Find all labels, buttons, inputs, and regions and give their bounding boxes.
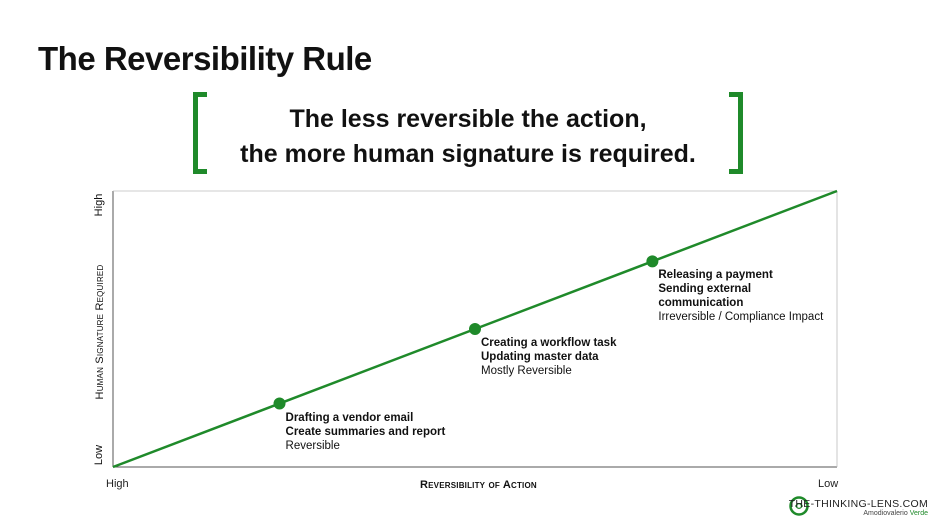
key-message: The less reversible the action, the more… <box>210 102 726 172</box>
point-action-label: Sending external <box>658 283 752 296</box>
point-action-label: communication <box>658 297 744 310</box>
brand-name: THE-THINKING-LENS.COM <box>788 498 928 510</box>
point-annotation-2: Creating a workflow task Updating master … <box>481 336 616 378</box>
point-annotation-3: Releasing a payment Sending external commu… <box>658 268 823 324</box>
brand-author: Amodiovalerio Verde <box>789 510 928 517</box>
y-axis-high-label: High <box>93 193 105 217</box>
point-action-label: Drafting a vendor email <box>285 411 414 424</box>
point-marker-2 <box>469 323 481 335</box>
brand-footer: THE-THINKING-LENS.COM Amodiovalerio Verd… <box>789 498 928 517</box>
point-action-label: Releasing a payment <box>658 269 773 282</box>
y-axis-title: Human Signature Required <box>94 264 106 400</box>
page-title: The Reversibility Rule <box>38 40 372 77</box>
point-annotation-1: Drafting a vendor email Create summaries … <box>286 411 446 453</box>
point-category-label: Reversible <box>285 439 340 452</box>
point-category-label: Irreversible / Compliance Impact <box>658 311 824 324</box>
point-marker-1 <box>273 397 286 410</box>
point-action-label: Create summaries and report <box>285 425 446 438</box>
point-action-label: Updating master data <box>481 351 599 363</box>
left-bracket <box>193 92 207 174</box>
y-axis-low-label: Low <box>93 444 105 466</box>
brand-author-accent: Verde <box>909 510 928 517</box>
point-marker-3 <box>646 255 659 268</box>
right-bracket <box>729 92 743 174</box>
x-axis-high-label: High <box>106 478 129 490</box>
x-axis-low-label: Low <box>818 478 839 490</box>
brand-author-name: Amodiovalerio <box>863 510 910 517</box>
point-layer <box>273 255 659 410</box>
thinking-lens-logo-icon <box>789 496 809 516</box>
key-message-line-2: the more human signature is required. <box>240 140 696 168</box>
point-category-label: Mostly Reversible <box>481 365 572 377</box>
point-action-label: Creating a workflow task <box>481 337 617 349</box>
x-axis-title: Reversibility of Action <box>420 479 537 491</box>
key-message-line-1: The less reversible the action, <box>289 105 647 133</box>
